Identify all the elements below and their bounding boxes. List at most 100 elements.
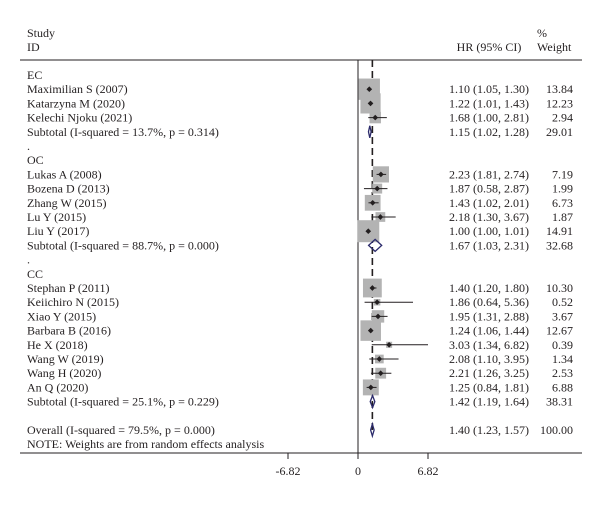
pooled-diamond <box>367 125 372 138</box>
point-estimate <box>374 185 381 192</box>
row-hr-ci: 1.25 (0.84, 1.81) <box>449 380 529 394</box>
row-study: He X (2018) 3.03 (1.34, 6.82) 0.39 <box>27 338 573 352</box>
axis-tick-label: -6.82 <box>276 464 301 478</box>
point-estimate <box>378 171 384 178</box>
row-hr-ci: 1.43 (1.02, 2.01) <box>449 196 529 210</box>
row-group: OC <box>27 153 44 167</box>
row-label: Subtotal (I-squared = 13.7%, p = 0.314) <box>27 125 219 139</box>
point-estimate <box>369 199 376 206</box>
header-hr: HR (95% CI) <box>457 40 522 54</box>
row-weight: 6.73 <box>552 196 573 210</box>
row-label: Lukas A (2008) <box>27 167 102 181</box>
row-study: Xiao Y (2015) 1.95 (1.31, 2.88) 3.67 <box>27 309 573 323</box>
row-weight: 13.84 <box>546 82 573 96</box>
point-estimate <box>376 356 383 362</box>
row-hr-ci: 1.68 (1.00, 2.81) <box>449 111 529 125</box>
row-study: Keiichiro N (2015) 1.86 (0.64, 5.36) 0.52 <box>27 295 573 309</box>
row-group: EC <box>27 68 42 82</box>
point-estimate <box>366 86 373 93</box>
row-hr-ci: 3.03 (1.34, 6.82) <box>449 338 529 352</box>
row-group: CC <box>27 267 43 281</box>
point-estimate <box>368 384 374 391</box>
row-hr-ci: 1.40 (1.20, 1.80) <box>449 281 529 295</box>
header-study: Study <box>27 26 55 40</box>
pooled-diamond <box>369 393 376 410</box>
row-study: Liu Y (2017) 1.00 (1.00, 1.01) 14.91 <box>27 220 573 243</box>
row-label: Maximilian S (2007) <box>27 82 128 96</box>
row-hr-ci: 2.08 (1.10, 3.95) <box>449 352 529 366</box>
row-study: Wang H (2020) 2.21 (1.26, 3.25) 2.53 <box>27 366 573 380</box>
row-hr-ci: 1.42 (1.19, 1.64) <box>449 395 529 409</box>
row-hr-ci: 1.00 (1.00, 1.01) <box>449 224 529 238</box>
row-weight: 38.31 <box>546 395 573 409</box>
row-hr-ci: 1.15 (1.02, 1.28) <box>449 125 529 139</box>
row-study: Bozena D (2013) 1.87 (0.58, 2.87) 1.99 <box>27 182 573 196</box>
point-estimate <box>365 228 372 235</box>
row-weight: 100.00 <box>540 423 573 437</box>
row-label: OC <box>27 153 44 167</box>
row-hr-ci: 1.95 (1.31, 2.88) <box>449 309 529 323</box>
row-study: Wang W (2019) 2.08 (1.10, 3.95) 1.34 <box>27 352 573 366</box>
row-subtotal: Subtotal (I-squared = 25.1%, p = 0.229) 1… <box>27 393 573 410</box>
row-label: Kelechi Njoku (2021) <box>27 111 132 125</box>
row-label: . <box>27 253 30 267</box>
row-hr-ci: 2.21 (1.26, 3.25) <box>449 366 529 380</box>
row-subtotal: Subtotal (I-squared = 13.7%, p = 0.314) 1… <box>27 125 573 139</box>
row-study: Lu Y (2015) 2.18 (1.30, 3.67) 1.87 <box>27 210 573 224</box>
table-header: Study ID HR (95% CI) % Weight <box>27 26 572 54</box>
row-study: Zhang W (2015) 1.43 (1.02, 2.01) 6.73 <box>27 194 573 211</box>
row-dot: . <box>27 139 30 153</box>
row-hr-ci: 1.10 (1.05, 1.30) <box>449 82 529 96</box>
row-label: Keiichiro N (2015) <box>27 295 119 309</box>
row-label: Zhang W (2015) <box>27 196 107 210</box>
row-label: NOTE: Weights are from random effects an… <box>27 437 265 451</box>
row-weight: 0.39 <box>552 338 573 352</box>
point-estimate <box>369 285 376 291</box>
row-weight: 29.01 <box>546 125 573 139</box>
row-label: He X (2018) <box>27 338 88 352</box>
row-label: Xiao Y (2015) <box>27 309 96 323</box>
row-dot: . <box>27 253 30 267</box>
row-label: Bozena D (2013) <box>27 182 110 196</box>
row-study: Stephan P (2011) 1.40 (1.20, 1.80) 10.30 <box>27 278 573 298</box>
point-estimate <box>386 341 392 348</box>
row-weight: 3.67 <box>552 309 573 323</box>
row-label: Overall (I-squared = 79.5%, p = 0.000) <box>27 423 215 437</box>
row-study: An Q (2020) 1.25 (0.84, 1.81) 6.88 <box>27 379 573 396</box>
row-hr-ci: 1.22 (1.01, 1.43) <box>449 96 529 110</box>
row-weight: 0.52 <box>552 295 573 309</box>
row-weight: 2.94 <box>552 111 573 125</box>
row-hr-ci: 2.18 (1.30, 3.67) <box>449 210 529 224</box>
row-weight: 14.91 <box>546 224 573 238</box>
header-percent: % <box>537 26 547 40</box>
pooled-diamond <box>369 421 375 439</box>
row-hr-ci: 1.24 (1.06, 1.44) <box>449 324 529 338</box>
row-study: Kelechi Njoku (2021) 1.68 (1.00, 2.81) 2.9… <box>27 111 573 125</box>
row-study: Barbara B (2016) 1.24 (1.06, 1.44) 12.67 <box>27 320 573 341</box>
row-label: . <box>27 139 30 153</box>
row-label: Subtotal (I-squared = 25.1%, p = 0.229) <box>27 395 219 409</box>
row-label: Subtotal (I-squared = 88.7%, p = 0.000) <box>27 238 219 252</box>
row-weight: 1.87 <box>552 210 573 224</box>
header-id: ID <box>27 40 40 54</box>
row-label: Liu Y (2017) <box>27 224 89 238</box>
header-weight: Weight <box>537 40 572 54</box>
row-overall: Overall (I-squared = 79.5%, p = 0.000) 1.… <box>27 421 573 439</box>
row-weight: 6.88 <box>552 380 573 394</box>
point-estimate <box>377 214 384 220</box>
row-weight: 32.68 <box>546 238 573 252</box>
axis-tick-label: 0 <box>355 464 361 478</box>
row-label: Stephan P (2011) <box>27 281 109 295</box>
row-weight: 1.99 <box>552 182 573 196</box>
row-label: Wang W (2019) <box>27 352 104 366</box>
row-note: NOTE: Weights are from random effects an… <box>27 437 265 451</box>
row-weight: 7.19 <box>552 167 573 181</box>
point-estimate <box>367 100 374 107</box>
row-study: Lukas A (2008) 2.23 (1.81, 2.74) 7.19 <box>27 166 573 183</box>
row-hr-ci: 1.86 (0.64, 5.36) <box>449 295 529 309</box>
row-weight: 12.67 <box>546 324 573 338</box>
axis-tick-label: 6.82 <box>418 464 439 478</box>
point-estimate <box>367 327 374 334</box>
point-estimate <box>372 114 379 121</box>
row-study: Maximilian S (2007) 1.10 (1.05, 1.30) 13.8… <box>27 78 573 100</box>
